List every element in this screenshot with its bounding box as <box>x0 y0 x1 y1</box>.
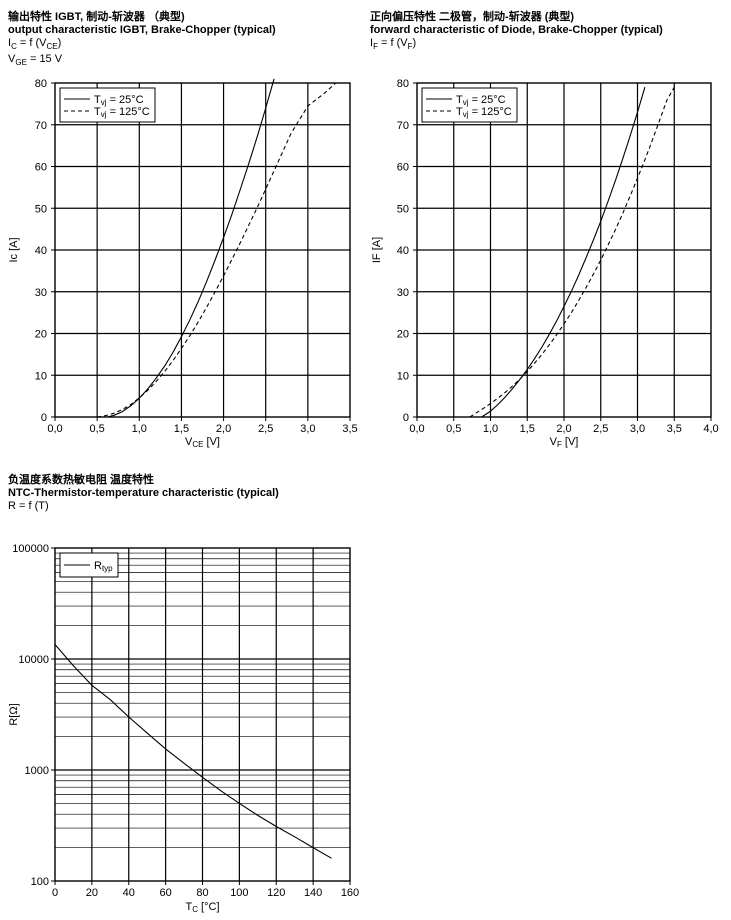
series-line-125c <box>97 82 337 418</box>
x-tick-label: 0 <box>52 887 58 899</box>
x-tick-label: 0,5 <box>446 423 461 435</box>
chart3-header: 负温度系数热敏电阻 温度特性 NTC-Thermistor-temperatur… <box>8 474 279 513</box>
x-tick-label: 120 <box>267 887 285 899</box>
chart3-relation: R = f (T) <box>8 500 49 512</box>
chart1-title-cn: 输出特性 IGBT, 制动-斩波器 （典型) <box>8 11 185 23</box>
y-tick-label: 10000 <box>18 654 49 666</box>
x-tick-label: 2,5 <box>593 423 608 435</box>
legend-box <box>59 87 156 123</box>
chart3-grid <box>55 548 350 881</box>
series-line-25c <box>481 87 646 418</box>
x-tick-label: 2,0 <box>556 423 571 435</box>
chart1-grid <box>55 83 350 417</box>
chart1-relation: IC = f (VCE) <box>8 37 62 52</box>
legend-label: Tvj = 25°C <box>456 94 506 107</box>
chart2: 0,0 0,5 1,0 1,5 2,0 2,5 3,0 3,5 4,0 0 10 20 30 40 50 60… <box>371 78 719 449</box>
y-tick-label: 60 <box>397 162 409 174</box>
x-tick-label: 3,0 <box>630 423 645 435</box>
chart2-title-en: forward characteristic of Diode, Brake-C… <box>370 24 663 36</box>
y-tick-label: 70 <box>397 120 409 132</box>
x-tick-label: 0,5 <box>89 423 104 435</box>
y-tick-label: 40 <box>397 245 409 257</box>
x-tick-label: 3,5 <box>342 423 357 435</box>
chart3-title-cn: 负温度系数热敏电阻 温度特性 <box>8 474 155 486</box>
series-line-125c <box>469 86 675 418</box>
x-tick-label: 1,0 <box>132 423 147 435</box>
y-tick-label: 30 <box>35 287 47 299</box>
series-line-25c <box>107 78 275 418</box>
y-tick-label: 60 <box>35 162 47 174</box>
x-tick-label: 80 <box>196 887 208 899</box>
x-tick-label: 1,5 <box>174 423 189 435</box>
x-axis-label: VCE [V] <box>185 436 220 449</box>
x-axis-label: VF [V] <box>550 436 579 449</box>
chart1-header: 输出特性 IGBT, 制动-斩波器 （典型) output characteri… <box>8 11 276 69</box>
legend-label: Tvj = 125°C <box>94 106 150 119</box>
y-tick-label: 50 <box>35 203 47 215</box>
y-tick-label: 70 <box>35 120 47 132</box>
y-tick-label: 20 <box>397 329 409 341</box>
chart1-condition: VGE = 15 V <box>8 53 63 68</box>
x-tick-label: 1,0 <box>483 423 498 435</box>
y-axis-label: Ic [A] <box>8 237 20 262</box>
legend-label: Tvj = 125°C <box>456 106 512 119</box>
legend-label: Tvj = 25°C <box>94 94 144 107</box>
chart1-title-en: output characteristic IGBT, Brake-Choppe… <box>8 24 276 36</box>
y-axis-label: IF [A] <box>371 237 383 263</box>
x-tick-label: 0,0 <box>47 423 62 435</box>
x-tick-label: 3,0 <box>300 423 315 435</box>
x-tick-label: 20 <box>86 887 98 899</box>
chart1: 0,0 0,5 1,0 1,5 2,0 2,5 3,0 3,5 0 10 20 30 40 50 60 70 8… <box>8 78 358 449</box>
y-tick-label: 80 <box>397 78 409 90</box>
chart2-grid <box>417 83 711 417</box>
y-tick-label: 0 <box>403 412 409 424</box>
chart2-relation: IF = f (VF) <box>370 37 417 52</box>
y-tick-label: 20 <box>35 329 47 341</box>
x-tick-label: 160 <box>341 887 359 899</box>
y-tick-label: 50 <box>397 203 409 215</box>
x-tick-label: 4,0 <box>703 423 718 435</box>
series-line-rtyp <box>54 644 332 859</box>
chart3: 0 20 40 60 80 100 120 140 160 100 1000 10000 100000 T… <box>8 543 359 914</box>
x-axis-label: TC [°C] <box>185 901 219 914</box>
y-tick-label: 10 <box>397 370 409 382</box>
x-tick-label: 40 <box>123 887 135 899</box>
y-tick-label: 30 <box>397 287 409 299</box>
y-tick-label: 80 <box>35 78 47 90</box>
x-tick-label: 100 <box>230 887 248 899</box>
y-tick-label: 1000 <box>25 765 49 777</box>
y-tick-label: 100000 <box>12 543 49 555</box>
chart2-header: 正向偏压特性 二极管，制动-斩波器 (典型) forward character… <box>370 11 663 53</box>
x-tick-label: 1,5 <box>520 423 535 435</box>
x-tick-label: 140 <box>304 887 322 899</box>
y-tick-label: 100 <box>31 876 49 888</box>
x-tick-label: 0,0 <box>409 423 424 435</box>
y-tick-label: 40 <box>35 245 47 257</box>
legend-label: Rtyp <box>94 560 113 573</box>
chart3-legend: Rtyp <box>59 552 119 578</box>
chart2-title-cn: 正向偏压特性 二极管，制动-斩波器 (典型) <box>370 11 575 23</box>
y-tick-label: 0 <box>41 412 47 424</box>
legend-box <box>421 87 518 123</box>
chart3-title-en: NTC-Thermistor-temperature characteristi… <box>8 487 279 499</box>
x-tick-label: 3,5 <box>667 423 682 435</box>
y-tick-label: 10 <box>35 370 47 382</box>
x-tick-label: 60 <box>160 887 172 899</box>
y-axis-label: R[Ω] <box>8 703 20 725</box>
x-tick-label: 2,0 <box>216 423 231 435</box>
x-tick-label: 2,5 <box>258 423 273 435</box>
